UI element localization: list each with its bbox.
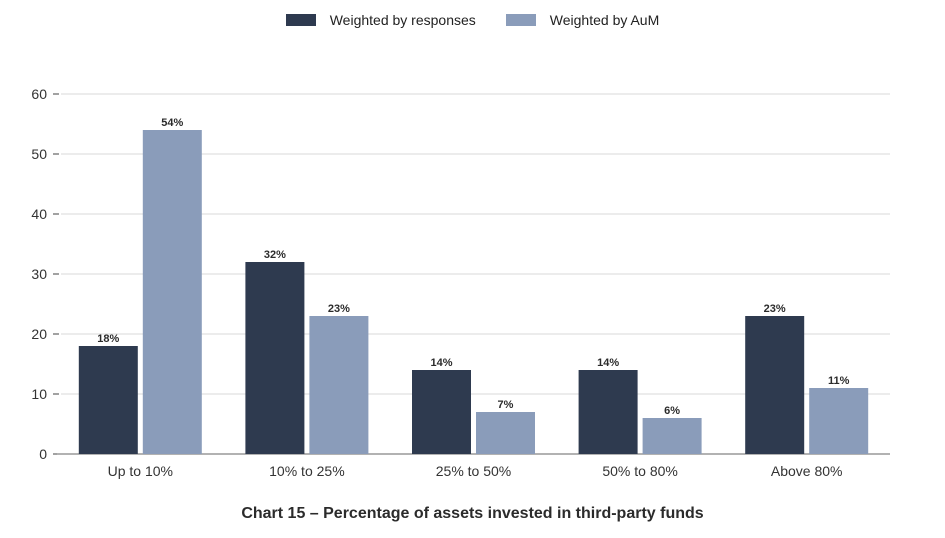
legend-label-aum: Weighted by AuM (549, 12, 660, 28)
x-tick-label-0: Up to 10% (108, 463, 173, 479)
data-label-s1-0: 54% (161, 117, 183, 129)
y-tick-label-30: 30 (31, 266, 47, 282)
y-tick-label-60: 60 (31, 86, 47, 102)
bar-s0-3 (578, 370, 638, 454)
x-tick-label-1: 10% to 25% (269, 463, 345, 479)
data-label-s0-3: 14% (597, 357, 619, 369)
bar-s1-3 (642, 418, 702, 454)
bar-s1-0 (142, 130, 202, 454)
data-label-s0-4: 23% (764, 303, 786, 315)
data-label-s0-0: 18% (97, 333, 119, 345)
chart-title: Chart 15 – Percentage of assets invested… (241, 505, 704, 522)
legend-swatch-responses (285, 14, 316, 26)
legend: Weighted by responses Weighted by AuM (0, 12, 945, 28)
x-tick-label-4: Above 80% (771, 463, 843, 479)
data-label-s1-3: 6% (664, 405, 680, 417)
bar-s1-2 (476, 412, 535, 454)
y-tick-label-40: 40 (31, 206, 47, 222)
legend-label-responses: Weighted by responses (329, 12, 476, 28)
bar-s1-1 (309, 316, 369, 454)
bar-s0-1 (245, 262, 305, 454)
data-label-s1-2: 7% (498, 399, 514, 411)
bar-s0-0 (78, 346, 138, 454)
y-tick-label-0: 0 (39, 446, 47, 462)
bar-s0-4 (745, 316, 805, 454)
y-tick-label-10: 10 (31, 386, 47, 402)
legend-item-responses: Weighted by responses (285, 12, 476, 28)
data-label-s0-2: 14% (430, 357, 452, 369)
data-label-s1-1: 23% (328, 303, 350, 315)
y-tick-label-20: 20 (31, 326, 47, 342)
x-tick-label-3: 50% to 80% (602, 463, 678, 479)
data-label-s0-1: 32% (264, 249, 286, 261)
y-tick-label-50: 50 (31, 146, 47, 162)
data-label-s1-4: 11% (828, 375, 850, 387)
legend-item-aum: Weighted by AuM (505, 12, 660, 28)
bar-s0-2 (412, 370, 471, 454)
bar-s1-4 (809, 388, 869, 454)
legend-swatch-aum (505, 14, 536, 26)
x-tick-label-2: 25% to 50% (436, 463, 512, 479)
